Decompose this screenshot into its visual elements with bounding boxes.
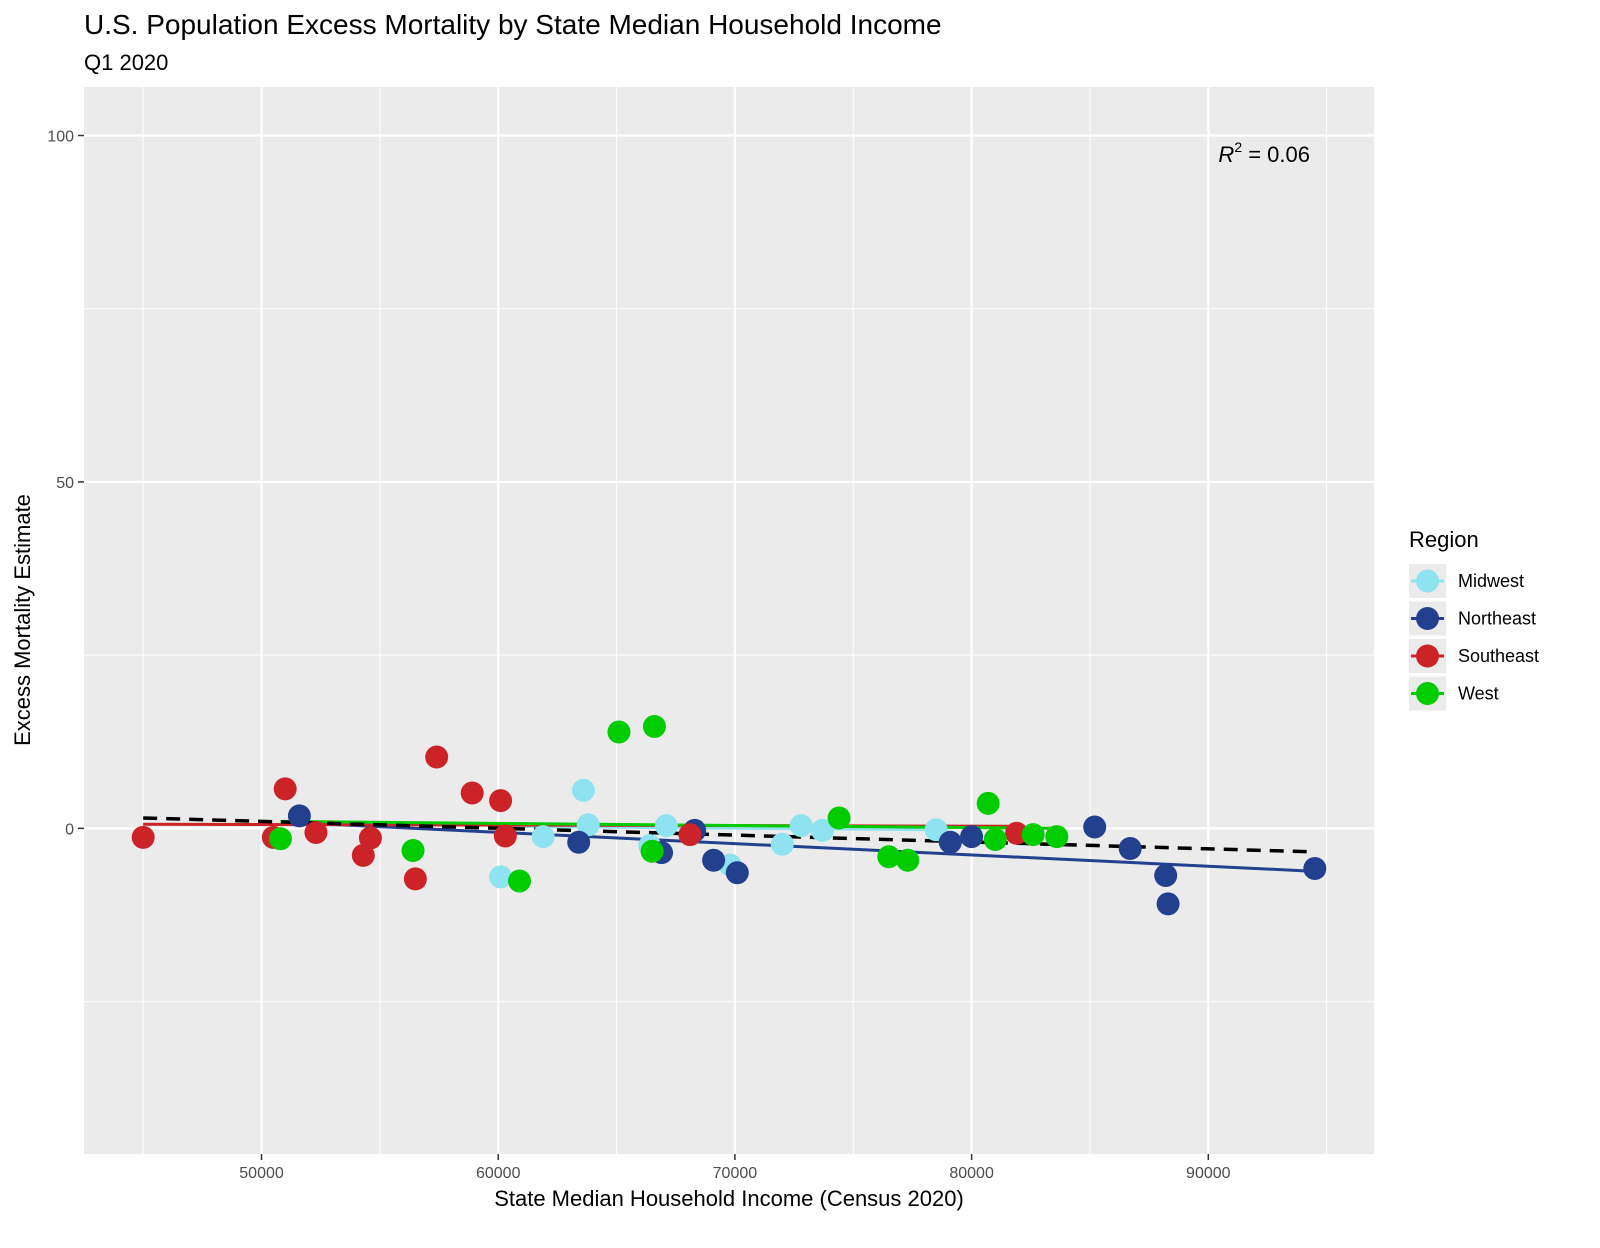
midwest-point [789, 814, 813, 838]
west-point [607, 720, 631, 744]
x-tick-label: 80000 [949, 1165, 994, 1182]
plot-panel [84, 87, 1374, 1154]
y-tick-label: 100 [47, 129, 74, 146]
west-point [827, 806, 851, 830]
chart-subtitle: Q1 2020 [84, 50, 168, 75]
west-point [268, 827, 292, 851]
y-tick-label: 50 [56, 475, 74, 492]
west-point [640, 839, 664, 863]
points [131, 715, 1327, 916]
southeast-point [273, 777, 297, 801]
southeast-point [425, 745, 449, 769]
r-squared-value: = 0.06 [1242, 142, 1310, 167]
legend-key-point [1416, 607, 1439, 630]
northeast-point [1156, 892, 1180, 916]
southeast-point [403, 867, 427, 891]
x-axis-title: State Median Household Income (Census 20… [494, 1186, 964, 1211]
midwest-point [654, 814, 678, 838]
legend-key-point [1416, 682, 1439, 705]
northeast-point [938, 830, 962, 854]
southeast-point [489, 789, 513, 813]
southeast-point [351, 843, 375, 867]
y-axis-title: Excess Mortality Estimate [10, 494, 35, 746]
northeast-point [567, 830, 591, 854]
legend-title: Region [1409, 527, 1479, 552]
r-squared-base: R [1218, 142, 1234, 167]
southeast-point [131, 825, 155, 849]
northeast-point [1118, 836, 1142, 860]
legend-label-west: West [1458, 684, 1499, 704]
legend-key-point [1416, 569, 1439, 593]
r-squared-annotation: R2 = 0.06 [1218, 139, 1310, 167]
northeast-point [1303, 857, 1327, 881]
midwest-fit-line [498, 824, 937, 832]
midwest-point [810, 818, 834, 842]
legend-label-northeast: Northeast [1458, 609, 1536, 629]
west-point [896, 848, 920, 872]
southeast-point [493, 824, 517, 848]
legend-label-southeast: Southeast [1458, 646, 1539, 666]
midwest-point [576, 813, 600, 837]
r-squared-exponent: 2 [1234, 139, 1242, 155]
northeast-point [725, 861, 749, 885]
west-point [976, 791, 1000, 815]
west-point [401, 839, 425, 863]
legend: Midwest Northeast Southeast West [1409, 564, 1539, 711]
southeast-point [460, 781, 484, 805]
southeast-point [358, 826, 382, 850]
midwest-point [770, 832, 794, 856]
midwest-point [531, 825, 555, 849]
grid [84, 87, 1374, 1154]
x-tick-label: 60000 [476, 1165, 521, 1182]
southeast-point [304, 821, 328, 845]
axis-ticks: 50000 60000 70000 80000 90000 0 50 100 [47, 129, 1230, 1183]
x-tick-label: 90000 [1186, 1165, 1231, 1182]
midwest-point [571, 778, 595, 802]
west-point [877, 845, 901, 869]
northeast-point [702, 848, 726, 872]
x-tick-label: 70000 [713, 1165, 758, 1182]
southeast-point [1005, 821, 1029, 845]
northeast-point [960, 825, 984, 849]
southeast-point [678, 823, 702, 847]
legend-key-point [1416, 644, 1439, 668]
west-point [983, 827, 1007, 851]
legend-label-midwest: Midwest [1458, 571, 1524, 591]
chart-title: U.S. Population Excess Mortality by Stat… [84, 9, 942, 40]
northeast-point [1154, 863, 1178, 887]
northeast-point [1083, 815, 1107, 839]
west-point [642, 715, 666, 739]
y-tick-label: 0 [65, 821, 74, 838]
west-point [1045, 825, 1069, 849]
west-point [508, 869, 532, 893]
northeast-fit-line [299, 821, 1315, 873]
x-tick-label: 50000 [239, 1165, 284, 1182]
west-point [1021, 823, 1045, 847]
midwest-point [489, 865, 513, 889]
northeast-point [287, 804, 311, 828]
